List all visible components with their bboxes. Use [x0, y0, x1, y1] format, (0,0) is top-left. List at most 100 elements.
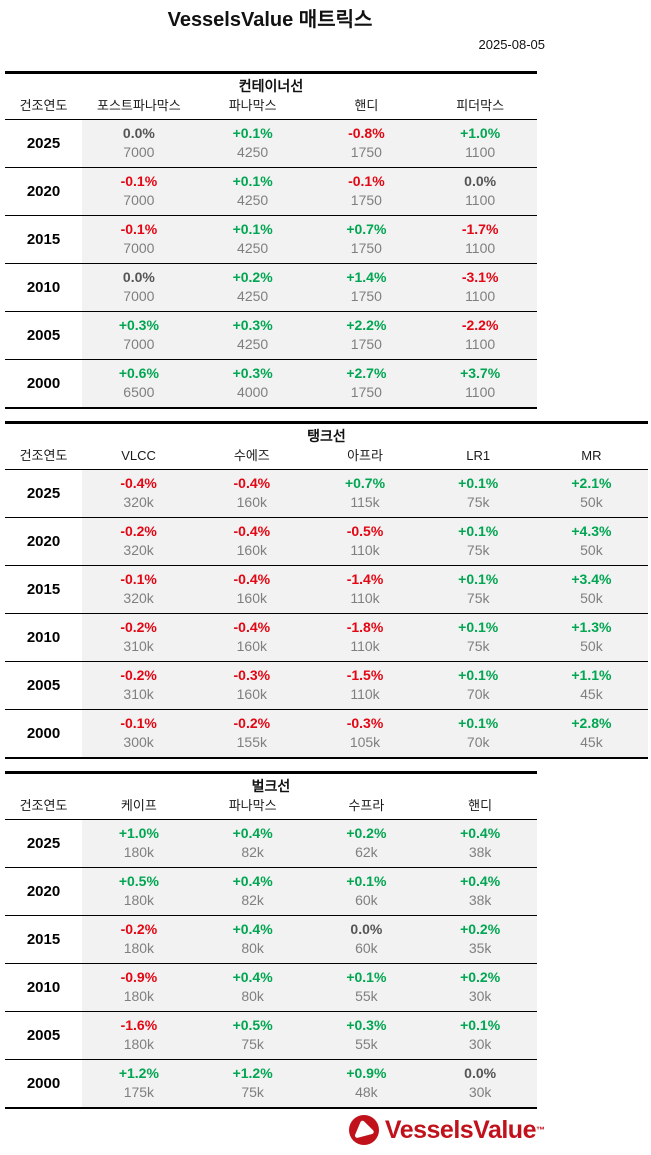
vessel-value: 62k [355, 844, 378, 860]
vessel-value: 55k [355, 988, 378, 1004]
data-cell: -0.1% 7000 [82, 216, 196, 263]
vessel-value: 50k [580, 590, 603, 606]
table-row: 2000 +0.6% 6500 +0.3% 4000 +2.7% 1750 +3.7% 1100 [5, 359, 537, 407]
vessel-value: 155k [236, 734, 267, 750]
data-cell: -0.9% 180k [82, 964, 196, 1011]
pct-change: +0.4% [232, 825, 273, 841]
data-cell: 0.0% 60k [309, 916, 424, 963]
data-cell: -0.4% 320k [82, 470, 196, 517]
pct-change: -1.8% [346, 619, 384, 635]
vessel-value: 1750 [350, 288, 382, 304]
vessel-value: 75k [241, 1084, 264, 1100]
data-cell: +1.2% 75k [195, 1060, 310, 1107]
pct-change: -0.2% [120, 523, 157, 539]
data-cell: +0.2% 62k [309, 820, 424, 867]
vessel-value: 300k [123, 734, 154, 750]
table-row: 2015 -0.1% 7000 +0.1% 4250 +0.7% 1750 -1.7% 1100 [5, 215, 537, 263]
vessel-value: 70k [466, 734, 490, 750]
data-cell: -1.5% 110k [308, 662, 422, 709]
vessel-value: 45k [580, 734, 603, 750]
data-cell: +0.1% 75k [421, 614, 535, 661]
pct-change: -0.8% [348, 125, 385, 141]
vessel-value: 75k [241, 1036, 264, 1052]
data-cell: +0.4% 38k [423, 868, 537, 915]
pct-change: -3.1% [461, 269, 499, 285]
pct-change: +4.3% [571, 523, 612, 539]
data-cell: +2.7% 1750 [309, 360, 424, 407]
data-cell: +0.9% 48k [309, 1060, 424, 1107]
vessel-value: 7000 [123, 336, 155, 352]
pct-change: -1.6% [120, 1017, 158, 1033]
brand-name: VesselsValue [384, 1116, 537, 1144]
year-cell: 2015 [5, 566, 82, 613]
vessel-value: 115k [350, 494, 380, 510]
data-cell: -0.1% 1750 [309, 168, 424, 215]
year-cell: 2025 [5, 120, 82, 167]
pct-change: -1.5% [346, 667, 384, 683]
section-title: 벌크선 [251, 778, 291, 794]
vessel-value: 7000 [123, 192, 155, 208]
data-cell: -0.2% 180k [82, 916, 196, 963]
data-cell: +0.5% 75k [195, 1012, 310, 1059]
vessel-value: 7000 [123, 288, 155, 304]
pct-change: +0.1% [460, 1017, 501, 1033]
year-cell: 2010 [5, 614, 82, 661]
pct-change: +0.3% [118, 317, 159, 333]
year-cell: 2005 [5, 1012, 82, 1059]
data-cell: -0.8% 1750 [309, 120, 424, 167]
pct-change: +0.1% [346, 969, 387, 985]
data-cell: +0.6% 6500 [82, 360, 196, 407]
data-cell: +4.3% 50k [534, 518, 649, 565]
section-title: 컨테이너선 [238, 78, 304, 94]
data-cell: +1.1% 45k [534, 662, 649, 709]
table-row: 2005 -1.6% 180k +0.5% 75k +0.3% 55k +0.1% 30k [5, 1011, 537, 1059]
data-cell: +0.1% 70k [421, 710, 535, 757]
vessel-value: 160k [236, 494, 267, 510]
year-cell: 2000 [5, 360, 82, 407]
data-cell: -0.3% 105k [308, 710, 422, 757]
pct-change: +0.1% [458, 475, 499, 491]
vessel-value: 75k [466, 542, 490, 558]
pct-change: +0.1% [458, 715, 499, 731]
vessel-value: 4250 [237, 192, 269, 208]
pct-change: +3.4% [571, 571, 612, 587]
vessel-value: 180k [123, 892, 155, 908]
pct-change: +0.4% [460, 825, 501, 841]
pct-change: -1.7% [461, 221, 499, 237]
pct-change: +0.9% [346, 1065, 387, 1081]
data-cell: -1.4% 110k [308, 566, 422, 613]
data-cell: +3.7% 1100 [423, 360, 537, 407]
pct-change: 0.0% [122, 269, 155, 285]
pct-change: +0.3% [232, 317, 273, 333]
vessel-value: 60k [355, 892, 378, 908]
pct-change: -0.1% [120, 715, 157, 731]
pct-change: -0.1% [120, 221, 158, 237]
vessel-value: 80k [241, 988, 264, 1004]
vessel-value: 7000 [123, 144, 155, 160]
pct-change: +0.1% [232, 221, 273, 237]
pct-change: -0.4% [233, 523, 271, 539]
column-header: 수에즈 [233, 448, 270, 463]
column-header: 파나막스 [228, 98, 277, 113]
pct-change: -0.2% [120, 667, 157, 683]
vessel-value: 1750 [350, 240, 382, 256]
pct-change: +0.4% [232, 969, 273, 985]
data-cell: +0.1% 75k [421, 518, 535, 565]
data-cell: +0.4% 82k [195, 868, 310, 915]
year-column-header: 건조연도 [19, 98, 68, 113]
data-cell: -2.2% 1100 [423, 312, 537, 359]
data-cell: -0.4% 160k [195, 470, 309, 517]
data-cell: +0.1% 75k [421, 566, 535, 613]
data-cell: +0.1% 55k [309, 964, 424, 1011]
vessel-value: 1100 [465, 192, 496, 208]
vessel-value: 38k [468, 844, 492, 860]
vessel-value: 180k [123, 1036, 155, 1052]
data-cell: +1.2% 175k [82, 1060, 196, 1107]
table-row: 2020 -0.1% 7000 +0.1% 4250 -0.1% 1750 0.0% 1100 [5, 167, 537, 215]
pct-change: +0.7% [344, 475, 386, 491]
pct-change: -0.4% [233, 475, 271, 491]
year-cell: 2010 [5, 964, 82, 1011]
data-cell: +0.5% 180k [82, 868, 196, 915]
pct-change: +0.7% [346, 221, 387, 237]
column-header: 포스트파나막스 [97, 98, 181, 113]
